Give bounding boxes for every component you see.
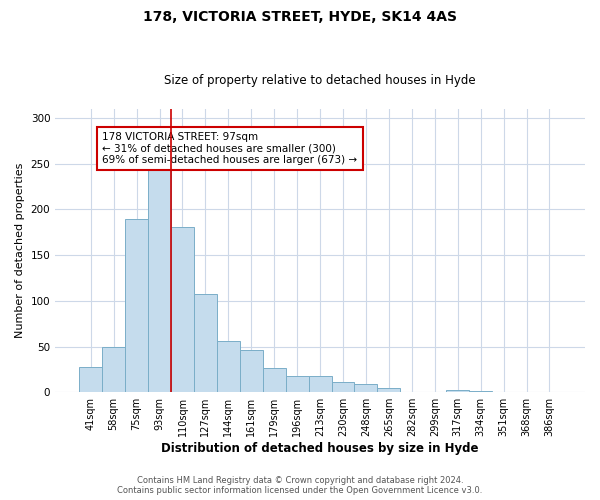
- Bar: [102, 346, 125, 392]
- Bar: [240, 350, 263, 392]
- Text: 178 VICTORIA STREET: 97sqm
← 31% of detached houses are smaller (300)
69% of sem: 178 VICTORIA STREET: 97sqm ← 31% of deta…: [102, 132, 358, 165]
- Bar: [355, 384, 377, 392]
- Title: Size of property relative to detached houses in Hyde: Size of property relative to detached ho…: [164, 74, 476, 87]
- Bar: [286, 376, 308, 392]
- Bar: [217, 341, 240, 392]
- Y-axis label: Number of detached properties: Number of detached properties: [15, 163, 25, 338]
- Bar: [171, 227, 194, 392]
- Bar: [79, 366, 102, 392]
- Bar: [194, 294, 217, 392]
- Bar: [125, 218, 148, 392]
- X-axis label: Distribution of detached houses by size in Hyde: Distribution of detached houses by size …: [161, 442, 479, 455]
- Bar: [148, 170, 171, 392]
- Bar: [332, 382, 355, 392]
- Bar: [263, 368, 286, 392]
- Bar: [446, 390, 469, 392]
- Bar: [377, 388, 400, 392]
- Bar: [308, 376, 332, 392]
- Text: Contains HM Land Registry data © Crown copyright and database right 2024.
Contai: Contains HM Land Registry data © Crown c…: [118, 476, 482, 495]
- Text: 178, VICTORIA STREET, HYDE, SK14 4AS: 178, VICTORIA STREET, HYDE, SK14 4AS: [143, 10, 457, 24]
